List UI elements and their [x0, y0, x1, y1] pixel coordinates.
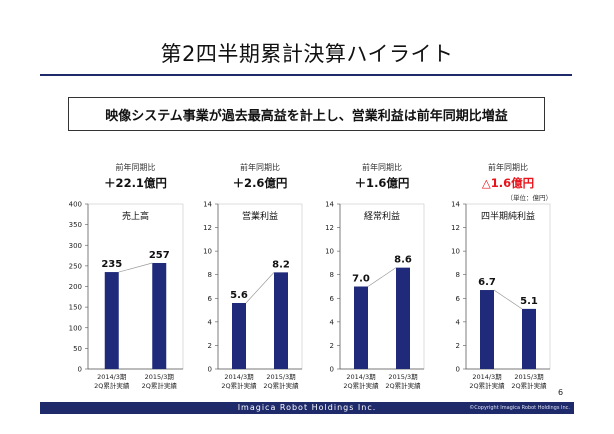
y-tick-label: 4 [330, 318, 335, 326]
yoy-label: 前年同期比 [116, 162, 156, 172]
y-tick-label: 8 [208, 271, 212, 279]
data-label: 8.2 [272, 259, 290, 270]
slide-title: 第2四半期累計決算ハイライト [160, 42, 454, 66]
trend-connector [493, 289, 523, 310]
y-tick-label: 14 [451, 201, 460, 209]
y-tick-label: 12 [451, 224, 460, 232]
y-tick-label: 8 [330, 271, 334, 279]
x-tick-label: 2Q累計実績 [385, 381, 421, 390]
trend-connector [245, 272, 275, 304]
x-tick-label: 2Q累計実績 [142, 381, 178, 390]
y-tick-label: 200 [69, 283, 82, 291]
x-tick-label: 2Q累計実績 [343, 381, 379, 390]
x-tick-label: 2Q累計実績 [221, 381, 257, 390]
y-tick-label: 4 [456, 318, 461, 326]
y-tick-label: 250 [69, 262, 82, 270]
bar [104, 272, 119, 369]
bar [152, 262, 167, 369]
yoy-value: ＋22.1億円 [104, 176, 167, 190]
yoy-label: 前年同期比 [362, 162, 402, 172]
y-tick-label: 150 [69, 304, 82, 312]
chart-title: 営業利益 [242, 210, 278, 222]
bar [480, 290, 494, 369]
x-tick-label: 2015/3期 [514, 373, 544, 381]
bar [274, 272, 288, 369]
x-tick-label: 2Q累計実績 [511, 381, 547, 390]
y-tick-label: 2 [456, 342, 460, 350]
y-tick-label: 350 [69, 221, 82, 229]
y-tick-label: 2 [330, 342, 334, 350]
yoy-label: 前年同期比 [488, 162, 528, 172]
y-tick-label: 0 [330, 366, 334, 374]
yoy-value: △1.6億円 [482, 176, 534, 190]
x-tick-label: 2Q累計実績 [469, 381, 505, 390]
plot-frame [217, 203, 303, 370]
footer-logo: Imagica Robot Holdings Inc. [237, 403, 377, 412]
bar [522, 308, 536, 369]
data-label: 257 [149, 250, 170, 261]
x-tick-label: 2014/3期 [224, 373, 254, 381]
summary-box: 映像システム事業が過去最高益を計上し、営業利益は前年同期比増益 [68, 97, 545, 131]
chart-title: 経常利益 [364, 210, 400, 222]
y-tick-label: 50 [73, 345, 82, 353]
summary-text: 映像システム事業が過去最高益を計上し、営業利益は前年同期比増益 [105, 108, 508, 124]
data-label: 235 [101, 259, 122, 270]
data-label: 5.6 [230, 290, 248, 301]
y-tick-label: 12 [325, 224, 334, 232]
y-tick-label: 6 [456, 295, 461, 303]
x-tick-label: 2015/3期 [145, 373, 175, 381]
y-tick-label: 6 [330, 295, 335, 303]
data-label: 5.1 [520, 296, 538, 307]
unit-note: （単位：億円） [507, 193, 553, 202]
y-tick-label: 6 [208, 295, 213, 303]
x-tick-label: 2014/3期 [346, 373, 376, 381]
chart-title: 売上高 [122, 210, 149, 222]
y-tick-label: 300 [69, 242, 82, 250]
y-tick-label: 14 [203, 201, 212, 209]
yoy-value: ＋2.6億円 [233, 176, 288, 190]
bar [354, 286, 368, 369]
bar [396, 267, 410, 369]
page-number: 6 [558, 388, 564, 397]
y-tick-label: 0 [78, 366, 82, 374]
x-tick-label: 2Q累計実績 [94, 381, 130, 390]
y-tick-label: 0 [456, 366, 460, 374]
y-tick-label: 2 [208, 342, 212, 350]
x-tick-label: 2015/3期 [266, 373, 296, 381]
plot-frame [87, 203, 184, 370]
y-tick-label: 12 [203, 224, 212, 232]
y-tick-label: 0 [208, 366, 212, 374]
y-tick-label: 400 [69, 201, 82, 209]
y-tick-label: 10 [451, 248, 460, 256]
data-label: 6.7 [478, 277, 496, 288]
y-tick-label: 10 [203, 248, 212, 256]
data-label: 8.6 [394, 255, 412, 266]
y-tick-label: 8 [456, 271, 460, 279]
trend-connector [367, 267, 397, 287]
y-tick-label: 4 [208, 318, 213, 326]
trend-connector [118, 262, 153, 273]
title-divider [40, 74, 572, 76]
data-label: 7.0 [352, 274, 370, 285]
bar [232, 303, 246, 369]
x-tick-label: 2Q累計実績 [263, 381, 299, 390]
plot-frame [339, 203, 425, 370]
y-tick-label: 100 [69, 324, 82, 332]
yoy-value: ＋1.6億円 [355, 176, 410, 190]
x-tick-label: 2014/3期 [97, 373, 127, 381]
footer-copyright: ©Copyright Imagica Robot Holdings Inc. [469, 405, 570, 411]
x-tick-label: 2015/3期 [388, 373, 418, 381]
x-tick-label: 2014/3期 [472, 373, 502, 381]
yoy-label: 前年同期比 [240, 162, 280, 172]
y-tick-label: 14 [325, 201, 334, 209]
footer-bar [40, 402, 574, 414]
y-tick-label: 10 [325, 248, 334, 256]
chart-title: 四半期純利益 [481, 210, 535, 222]
